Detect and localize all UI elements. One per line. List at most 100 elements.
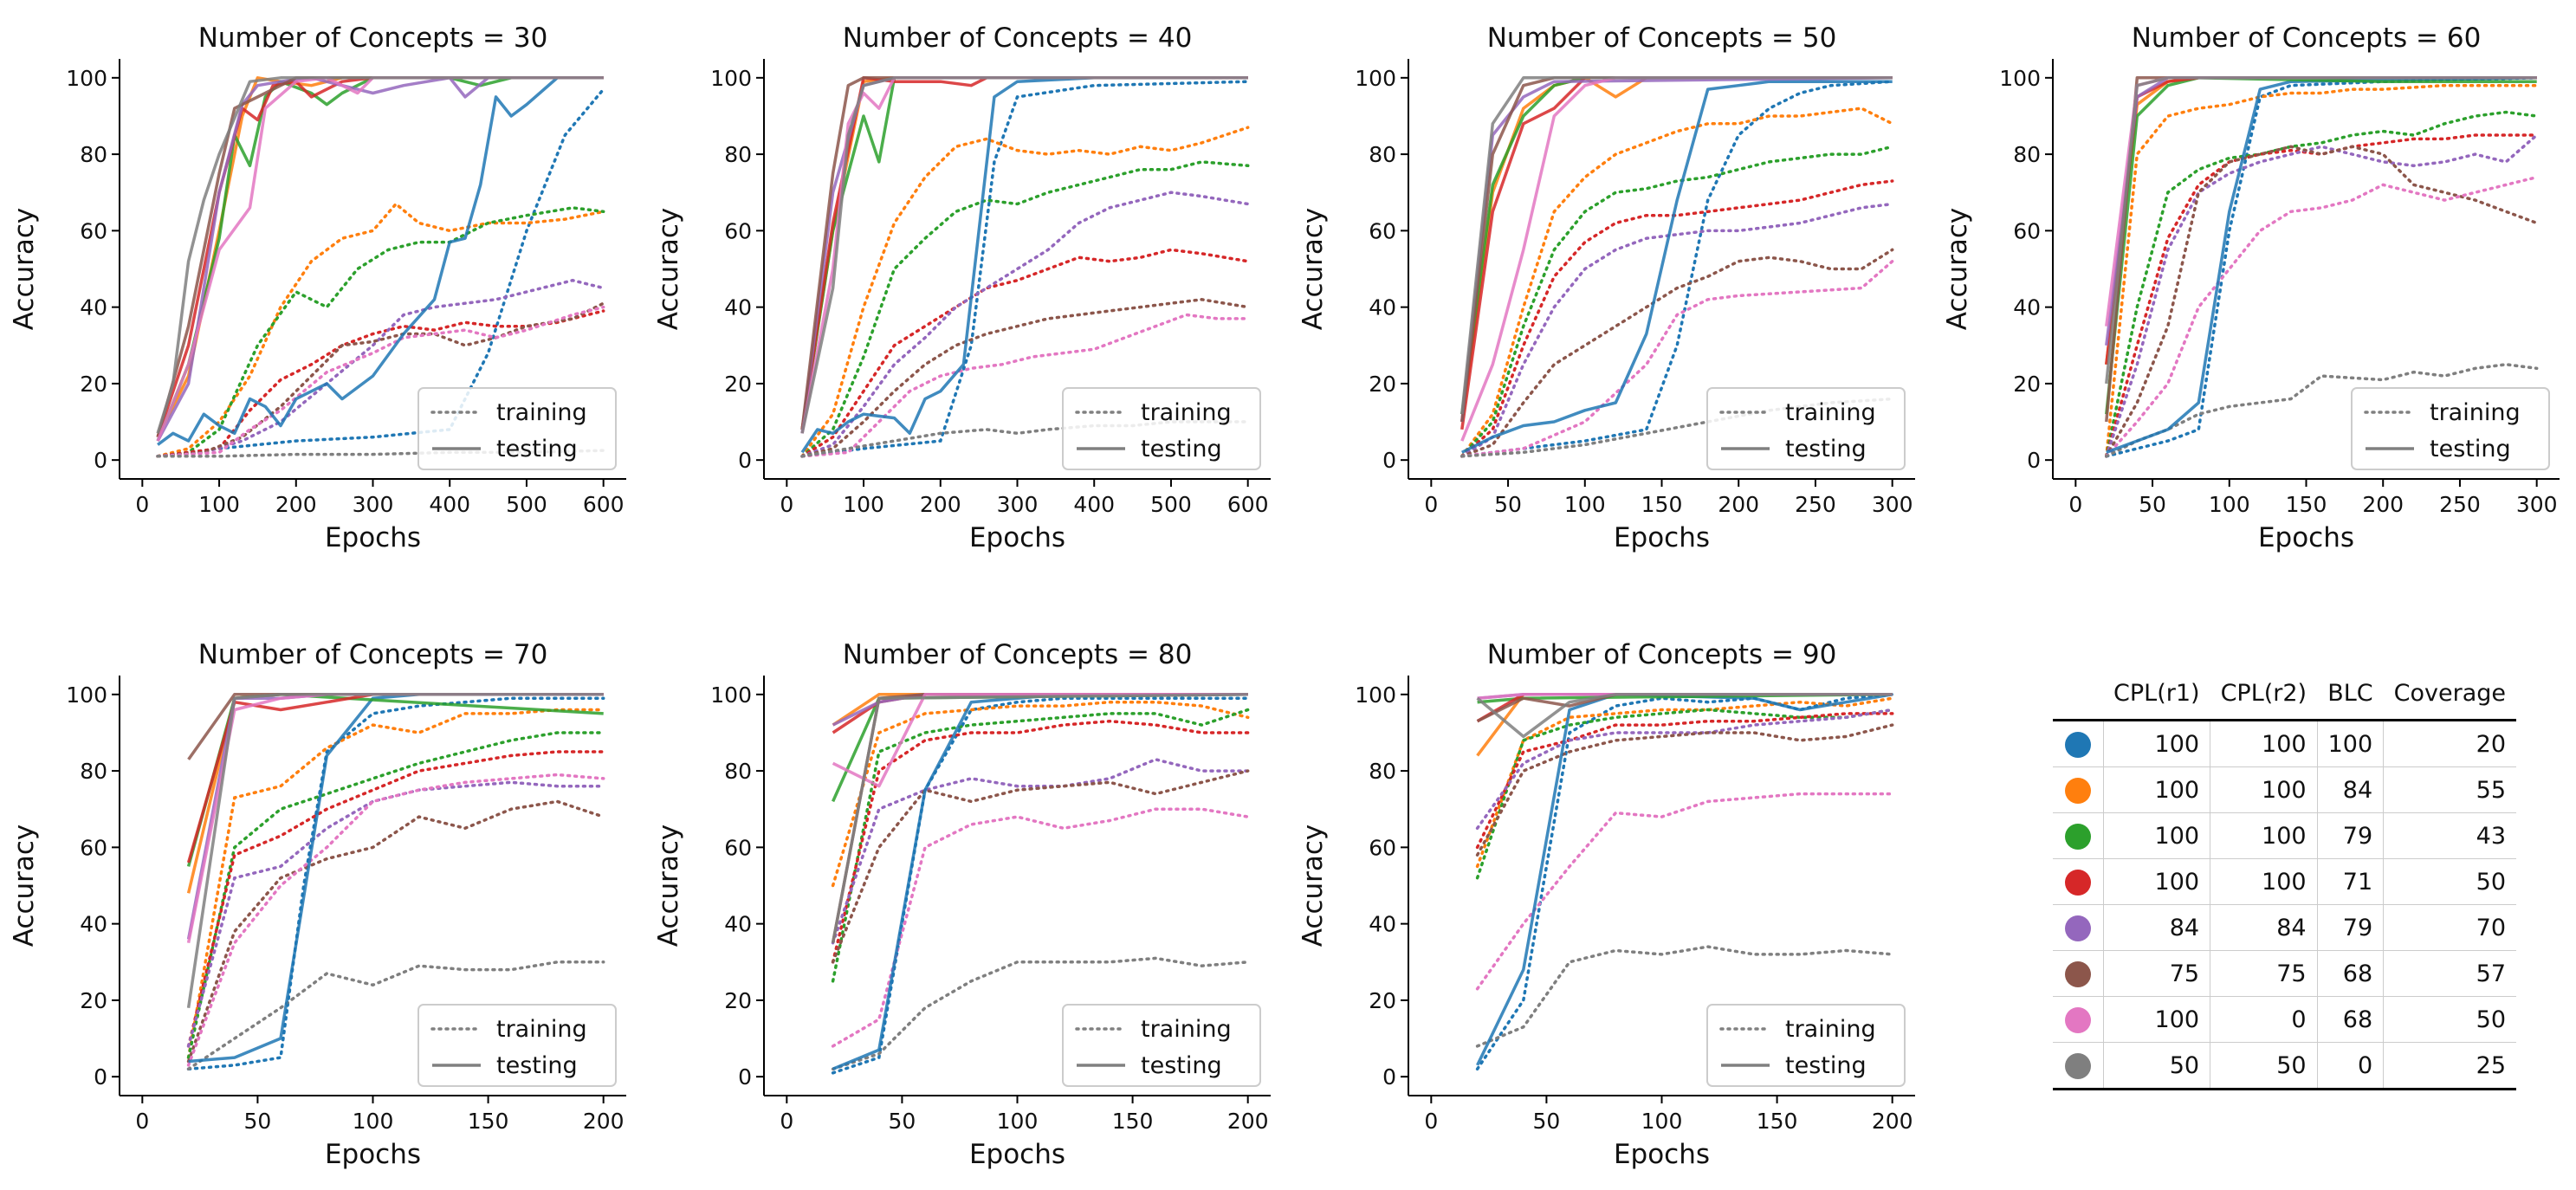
series-line-test-4 — [156, 76, 604, 442]
row-color-cell — [2053, 720, 2104, 767]
series-line-train-2 — [156, 206, 605, 458]
chart-panel-1: Number of Concepts = 40 0 20 40 60 80 100 0 100 2… — [653, 23, 1271, 553]
y-tick-label: 100 — [66, 66, 107, 91]
series-line-train-2 — [1460, 145, 1894, 458]
table-cell: 79 — [2316, 812, 2384, 859]
series-line-train-1 — [800, 126, 1250, 458]
table-cell: 25 — [2383, 1042, 2516, 1090]
legend-testing-label: testing — [1785, 1052, 1867, 1079]
color-dot-icon — [2064, 869, 2091, 896]
table-cell: 0 — [2316, 1042, 2384, 1090]
x-tick-label: 0 — [780, 492, 793, 517]
series-line-test-1 — [1460, 76, 1893, 423]
series-line-train-4 — [800, 191, 1250, 458]
series-line-test-1 — [186, 693, 604, 894]
x-tick-label: 100 — [2209, 492, 2250, 517]
color-dot-icon — [2064, 960, 2091, 987]
legend-testing-label: testing — [496, 436, 578, 462]
table-cell: 68 — [2316, 950, 2384, 997]
series-line-train-5 — [1460, 248, 1894, 458]
table-cell: 100 — [2102, 996, 2210, 1043]
series-line-train-4 — [156, 278, 605, 458]
y-tick-label: 100 — [1355, 682, 1396, 708]
table-cell: 20 — [2383, 720, 2516, 767]
series-line-test-0 — [2106, 76, 2537, 454]
series-line-train-1 — [1460, 107, 1894, 458]
y-tick-label: 40 — [724, 295, 752, 320]
y-tick-label: 60 — [1369, 835, 1396, 860]
series-line-train-1 — [831, 700, 1250, 888]
x-tick-label: 150 — [1112, 1109, 1154, 1134]
series-line-test-0 — [800, 76, 1248, 454]
y-tick-label: 60 — [724, 218, 752, 243]
y-tick-label: 40 — [724, 912, 752, 937]
chart-title: Number of Concepts = 70 — [198, 639, 548, 670]
x-tick-label: 100 — [1564, 492, 1606, 517]
x-tick-label: 200 — [2362, 492, 2404, 517]
series-line-train-0 — [831, 696, 1250, 1075]
y-axis-label: Accuracy — [1942, 208, 1973, 331]
series-line-test-6 — [1460, 76, 1893, 442]
series-line-train-6 — [156, 305, 605, 458]
table-cell: 84 — [2210, 904, 2318, 951]
series-line-train-2 — [831, 708, 1250, 983]
series-line-test-7 — [1476, 693, 1893, 739]
legend-testing-label: testing — [496, 1052, 578, 1079]
x-tick-label: 100 — [1641, 1109, 1683, 1134]
table-cell: 68 — [2316, 996, 2384, 1043]
table-cell: 55 — [2383, 766, 2516, 813]
y-axis-label: Accuracy — [9, 208, 40, 331]
y-tick-label: 60 — [80, 218, 107, 243]
x-tick-label: 300 — [997, 492, 1039, 517]
series-line-train-5 — [2105, 145, 2539, 458]
table-row: 100 100 100 20 — [2053, 720, 2516, 767]
y-tick-label: 60 — [80, 835, 107, 860]
legend-training-label: training — [1785, 1016, 1876, 1043]
chart-title: Number of Concepts = 50 — [1487, 23, 1837, 54]
series-line-test-5 — [831, 693, 1248, 944]
series-line-test-1 — [156, 76, 604, 438]
table-cell: 100 — [2210, 766, 2318, 813]
y-tick-label: 40 — [80, 912, 107, 937]
x-tick-label: 0 — [135, 492, 149, 517]
legend-training-label: training — [496, 1016, 587, 1043]
table-cell: 100 — [2102, 766, 2210, 813]
x-tick-label: 500 — [506, 492, 547, 517]
x-tick-label: 150 — [1757, 1109, 1798, 1134]
x-tick-label: 300 — [353, 492, 394, 517]
legend-testing-label: testing — [1785, 436, 1867, 462]
x-axis-label: Epochs — [1614, 522, 1710, 553]
table-row: 50 50 0 25 — [2053, 1042, 2516, 1090]
series-line-train-3 — [800, 248, 1250, 458]
chart-title: Number of Concepts = 30 — [198, 23, 548, 54]
series-line-train-1 — [2105, 83, 2539, 458]
series-line-train-1 — [186, 708, 605, 1059]
x-tick-label: 600 — [1227, 492, 1269, 517]
x-tick-label: 300 — [2516, 492, 2558, 517]
y-axis-label: Accuracy — [653, 208, 684, 331]
x-tick-label: 250 — [1795, 492, 1836, 517]
x-tick-label: 0 — [1424, 492, 1438, 517]
y-tick-label: 0 — [94, 1064, 107, 1090]
table-header-coverage: Coverage — [2393, 679, 2506, 707]
y-tick-label: 20 — [1369, 372, 1396, 397]
series-line-test-3 — [2105, 76, 2537, 365]
x-axis-label: Epochs — [2258, 522, 2354, 553]
series-line-test-6 — [156, 76, 604, 442]
table-header-blc: BLC — [2327, 679, 2373, 707]
method-summary-table: CPL(r1) CPL(r2) BLC Coverage 100 100 100 20… — [2053, 667, 2516, 1090]
series-line-train-4 — [831, 758, 1250, 945]
table-row: 100 100 71 50 — [2053, 858, 2516, 905]
series-line-test-2 — [800, 76, 1248, 430]
series-line-test-3 — [156, 76, 604, 438]
series-line-train-6 — [186, 773, 605, 1067]
series-line-train-2 — [800, 160, 1250, 458]
table-cell: 100 — [2102, 858, 2210, 905]
series-line-test-2 — [156, 76, 604, 442]
series-line-test-4 — [1460, 76, 1893, 423]
table-cell: 75 — [2210, 950, 2318, 997]
series-line-train-1 — [156, 202, 605, 458]
series-line-test-2 — [1460, 76, 1893, 415]
x-tick-label: 50 — [244, 1109, 272, 1134]
table-cell: 100 — [2102, 812, 2210, 859]
